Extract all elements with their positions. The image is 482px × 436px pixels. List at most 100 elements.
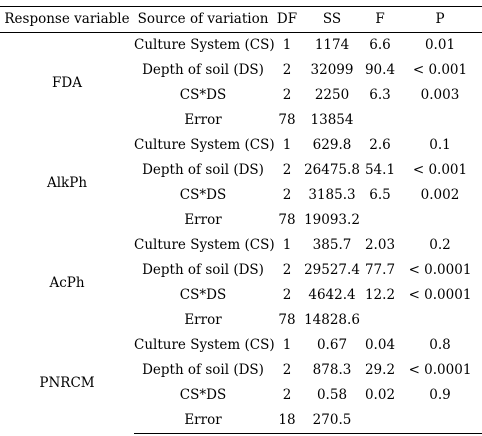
ss-cell: 270.5 [302, 408, 362, 434]
df-cell: 78 [278, 212, 296, 228]
f-cell: 6.5 [369, 187, 391, 203]
table-header: Response variable Source of variation DF… [0, 6, 482, 33]
response-variable-cell: AlkPh [46, 174, 88, 191]
table-row: AlkPh Culture System (CS) 1 629.8 2.6 0.1 [0, 133, 482, 191]
ss-cell: 878.3 [312, 362, 352, 378]
df-cell: 2 [282, 362, 292, 378]
ss-cell: 19093.2 [304, 212, 360, 228]
p-cell: < 0.001 [412, 62, 468, 78]
f-cell: 6.6 [369, 37, 391, 53]
source-cell: Depth of soil (DS) [142, 162, 264, 178]
df-cell: 18 [272, 408, 302, 434]
table-row: Depth of soil (DS) 2 32099 90.4 < 0.001 [0, 58, 482, 83]
df-cell: 2 [282, 162, 292, 178]
table-row: Depth of soil (DS) 2 26475.8 54.1 < 0.001 [0, 158, 482, 183]
df-cell: 2 [282, 62, 292, 78]
ss-cell: 26475.8 [304, 162, 360, 178]
f-cell: 29.2 [364, 362, 396, 378]
ss-cell: 4642.4 [308, 287, 356, 303]
df-cell: 78 [278, 112, 296, 128]
source-cell: Error [184, 312, 222, 328]
source-cell: CS*DS [179, 287, 227, 303]
ss-cell: 629.8 [312, 137, 352, 153]
f-cell [362, 308, 398, 333]
p-cell: 0.003 [420, 87, 460, 103]
header-f: F [362, 6, 398, 33]
df-cell: 2 [282, 387, 292, 403]
source-cell: Depth of soil (DS) [142, 262, 264, 278]
ss-cell: 29527.4 [304, 262, 360, 278]
p-cell [398, 208, 482, 233]
p-cell: 0.9 [429, 387, 451, 403]
df-cell: 1 [282, 237, 292, 253]
p-cell: < 0.0001 [408, 262, 472, 278]
df-cell: 1 [282, 137, 292, 153]
header-df: DF [272, 6, 302, 33]
f-cell: 54.1 [364, 162, 396, 178]
f-cell [362, 108, 398, 133]
p-cell: < 0.0001 [408, 362, 472, 378]
ss-cell: 13854 [310, 112, 354, 128]
table-row: FDA Culture System (CS) 1 1174 6.6 0.01 [0, 33, 482, 91]
anova-table: Response variable Source of variation DF… [0, 6, 482, 434]
table-row: Error 78 19093.2 [0, 208, 482, 233]
p-cell: 0.01 [424, 37, 456, 53]
response-variable-cell: PNRCM [39, 374, 95, 391]
source-cell: Error [184, 112, 222, 128]
f-cell: 0.04 [364, 337, 396, 353]
source-cell: Culture System (CS) [134, 337, 275, 353]
header-row: Response variable Source of variation DF… [0, 6, 482, 33]
f-cell: 0.02 [364, 387, 396, 403]
p-cell [398, 408, 482, 434]
ss-cell: 32099 [310, 62, 354, 78]
f-cell: 2.03 [364, 237, 396, 253]
header-p: P [398, 6, 482, 33]
table-row: CS*DS 2 3185.3 6.5 0.002 [0, 183, 482, 208]
table-row: CS*DS 2 2250 6.3 0.003 [0, 83, 482, 108]
table-row: AcPh Culture System (CS) 1 385.7 2.03 0.2 [0, 233, 482, 291]
df-cell: 2 [282, 87, 292, 103]
p-cell [398, 308, 482, 333]
f-cell: 2.6 [369, 137, 391, 153]
df-cell: 2 [282, 287, 292, 303]
source-cell: Culture System (CS) [134, 37, 275, 53]
table-row: Depth of soil (DS) 2 29527.4 77.7 < 0.0001 [0, 258, 482, 283]
source-cell: CS*DS [179, 87, 227, 103]
header-source-of-variation: Source of variation [134, 6, 272, 33]
p-cell: 0.8 [429, 337, 451, 353]
table-row: Error 78 14828.6 [0, 308, 482, 333]
df-cell: 2 [282, 262, 292, 278]
source-cell: CS*DS [179, 387, 227, 403]
header-response-variable: Response variable [0, 6, 134, 33]
table-row: Error 18 270.5 [0, 408, 482, 434]
f-cell: 12.2 [364, 287, 396, 303]
df-cell: 1 [282, 37, 292, 53]
ss-cell: 0.67 [316, 337, 348, 353]
source-cell: Depth of soil (DS) [142, 362, 264, 378]
f-cell: 77.7 [364, 262, 396, 278]
response-variable-cell: AcPh [49, 274, 85, 291]
table-row: Error 78 13854 [0, 108, 482, 133]
p-cell: < 0.001 [412, 162, 468, 178]
table-row: Depth of soil (DS) 2 878.3 29.2 < 0.0001 [0, 358, 482, 383]
f-cell: 90.4 [364, 62, 396, 78]
source-cell: CS*DS [179, 187, 227, 203]
p-cell [398, 108, 482, 133]
f-cell: 6.3 [369, 87, 391, 103]
source-cell: Culture System (CS) [134, 137, 275, 153]
ss-cell: 0.58 [316, 387, 348, 403]
ss-cell: 385.7 [312, 237, 352, 253]
response-variable-cell: FDA [52, 74, 82, 91]
p-cell: 0.1 [429, 137, 451, 153]
table-row: CS*DS 2 4642.4 12.2 < 0.0001 [0, 283, 482, 308]
f-cell [362, 408, 398, 434]
source-cell: Culture System (CS) [134, 237, 275, 253]
df-cell: 1 [282, 337, 292, 353]
source-cell: Error [134, 408, 272, 434]
source-cell: Error [184, 212, 222, 228]
table-body: FDA Culture System (CS) 1 1174 6.6 0.01 Depth … [0, 33, 482, 434]
header-ss: SS [302, 6, 362, 33]
table-row: CS*DS 2 0.58 0.02 0.9 [0, 383, 482, 408]
df-cell: 2 [282, 187, 292, 203]
